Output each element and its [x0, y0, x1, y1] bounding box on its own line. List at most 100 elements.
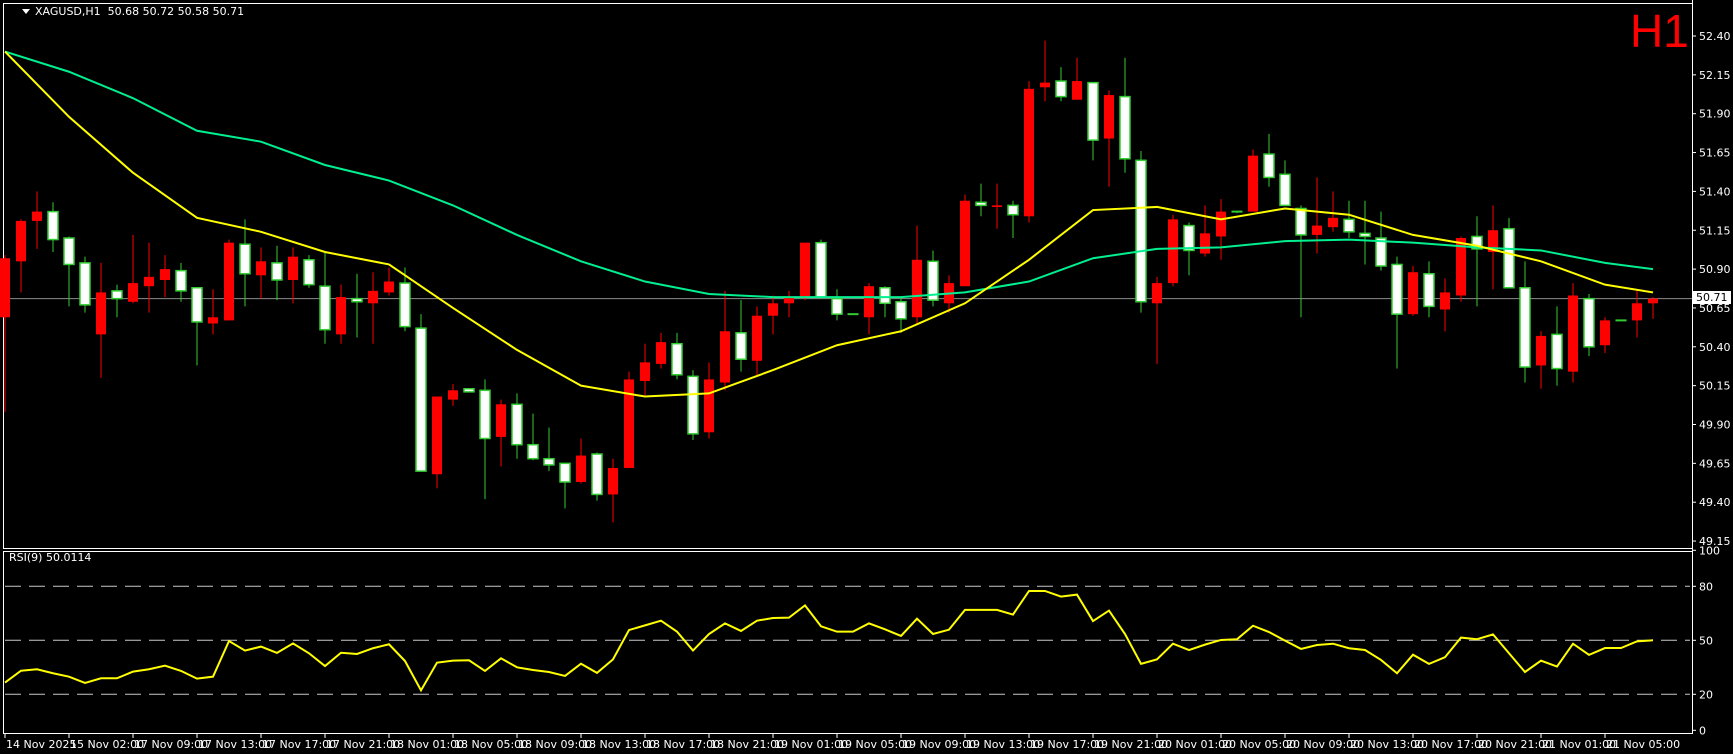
main-panel-border: [3, 3, 1693, 549]
candle-bull: [1200, 233, 1210, 254]
price-tick-label: 50.15: [1699, 380, 1731, 393]
axes-layer: 52.40 52.15 51.90 51.65 51.40 51.15 50.90 50.65…: [4, 30, 1731, 751]
candle-bull: [1024, 88, 1034, 217]
candle-bull: [448, 390, 458, 400]
candle-bear: [79, 262, 91, 306]
candle-bull: [864, 286, 874, 318]
candle-bull: [1440, 292, 1450, 310]
price-tick-label: 52.40: [1699, 30, 1731, 43]
time-tick-label: 14 Nov 2025: [6, 738, 76, 751]
candle-bull: [128, 283, 138, 302]
candle-bear: [1183, 224, 1195, 252]
candle-bull: [96, 292, 106, 335]
price-tick-label: 51.15: [1699, 224, 1731, 237]
candle-bull: [912, 259, 922, 318]
candle-bull: [800, 242, 810, 298]
rsi-title: RSI(9) 50.0114: [9, 551, 92, 564]
candle-bull: [1152, 283, 1162, 304]
candle-bear: [1471, 235, 1483, 250]
price-tick-label: 52.15: [1699, 69, 1731, 82]
rsi-tick-label: 20: [1699, 688, 1713, 701]
candle-bear: [1055, 80, 1067, 98]
time-tick-label: 15 Nov 02:00: [70, 738, 144, 751]
rsi-panel-border: [3, 551, 1693, 734]
candle-bear: [479, 389, 491, 440]
time-tick-label: 19 Nov 05:00: [838, 738, 912, 751]
price-tick-label: 49.90: [1699, 419, 1731, 432]
candle-bear: [1343, 218, 1355, 233]
candle-bull: [1632, 303, 1642, 321]
time-tick-label: 18 Nov 05:00: [454, 738, 528, 751]
candle-bear: [319, 285, 331, 331]
candle-bull: [368, 290, 378, 304]
candle-bear: [831, 297, 843, 315]
candle-bull: [336, 297, 346, 335]
candle-bull: [1040, 82, 1050, 88]
time-tick-label: 20 Nov 01:00: [1158, 738, 1232, 751]
candle-bull: [16, 220, 26, 262]
price-tick-label: 49.15: [1699, 535, 1731, 548]
candle-bear: [1503, 227, 1515, 289]
candle-bear: [1519, 286, 1531, 368]
candle-bear: [543, 457, 555, 466]
candle-bear: [1375, 237, 1387, 267]
candle-bull: [608, 468, 618, 495]
time-tick-label: 19 Nov 01:00: [774, 738, 848, 751]
candle-bull: [1568, 295, 1578, 372]
time-tick-label: 18 Nov 21:00: [710, 738, 784, 751]
candle-bear: [351, 297, 363, 303]
candle-bear: [591, 453, 603, 496]
moving-average-fast: [4, 50, 1654, 398]
candle-bull: [432, 396, 442, 475]
candle-bull: [1456, 238, 1466, 296]
candle-bull: [208, 317, 218, 324]
time-tick-label: 18 Nov 01:00: [390, 738, 464, 751]
candle-bear: [527, 443, 539, 460]
candle-bear: [111, 290, 123, 300]
candle-bull: [1104, 95, 1114, 139]
candle-bear: [47, 210, 59, 241]
candle-bear: [463, 388, 475, 393]
price-tick-label: 50.40: [1699, 341, 1731, 354]
rsi-layer: [4, 585, 1690, 695]
candle-bull: [256, 261, 266, 276]
candle-bull: [992, 205, 1002, 207]
time-tick-label: 21 Nov 05:00: [1606, 738, 1680, 751]
rsi-tick-label: 50: [1699, 634, 1713, 647]
rsi-tick-label: 100: [1699, 544, 1720, 557]
candle-bear: [1551, 333, 1563, 370]
candle-bear: [687, 375, 699, 435]
price-tick-label: 51.65: [1699, 147, 1731, 160]
candle-bull: [32, 211, 42, 221]
chart-header[interactable]: XAGUSD,H1 50.68 50.72 50.58 50.71: [22, 6, 244, 18]
candle-bear: [671, 342, 683, 376]
candle-bear: [191, 286, 203, 323]
time-tick-label: 20 Nov 13:00: [1350, 738, 1424, 751]
candle-bear: [399, 282, 411, 328]
candle-bull: [1408, 272, 1418, 315]
candle-bear: [1359, 232, 1371, 238]
rsi-tick-label: 0: [1699, 724, 1706, 737]
candle-bull: [496, 404, 506, 437]
candle-bull: [1536, 335, 1546, 366]
candle-bear: [1119, 95, 1131, 160]
candle-bull: [1328, 217, 1338, 228]
candle-bull: [576, 455, 586, 482]
symbol-timeframe: XAGUSD,H1: [35, 5, 101, 18]
candle-bull: [1600, 320, 1610, 346]
candle-bull: [624, 379, 634, 469]
ohlc-values: 50.68 50.72 50.58 50.71: [107, 5, 245, 18]
candle-bull: [1072, 81, 1082, 100]
candle-bear: [879, 286, 891, 305]
candles-layer: [0, 40, 1658, 523]
time-tick-label: 20 Nov 21:00: [1478, 738, 1552, 751]
current-price-label: 50.71: [1693, 291, 1731, 304]
candle-bear: [1279, 173, 1291, 207]
candle-bear: [1263, 153, 1275, 179]
dropdown-triangle-icon[interactable]: [22, 9, 30, 14]
candle-bull: [752, 315, 762, 361]
candle-bear: [1087, 81, 1099, 141]
candle-bull: [960, 200, 970, 287]
candle-bull: [1216, 211, 1226, 237]
